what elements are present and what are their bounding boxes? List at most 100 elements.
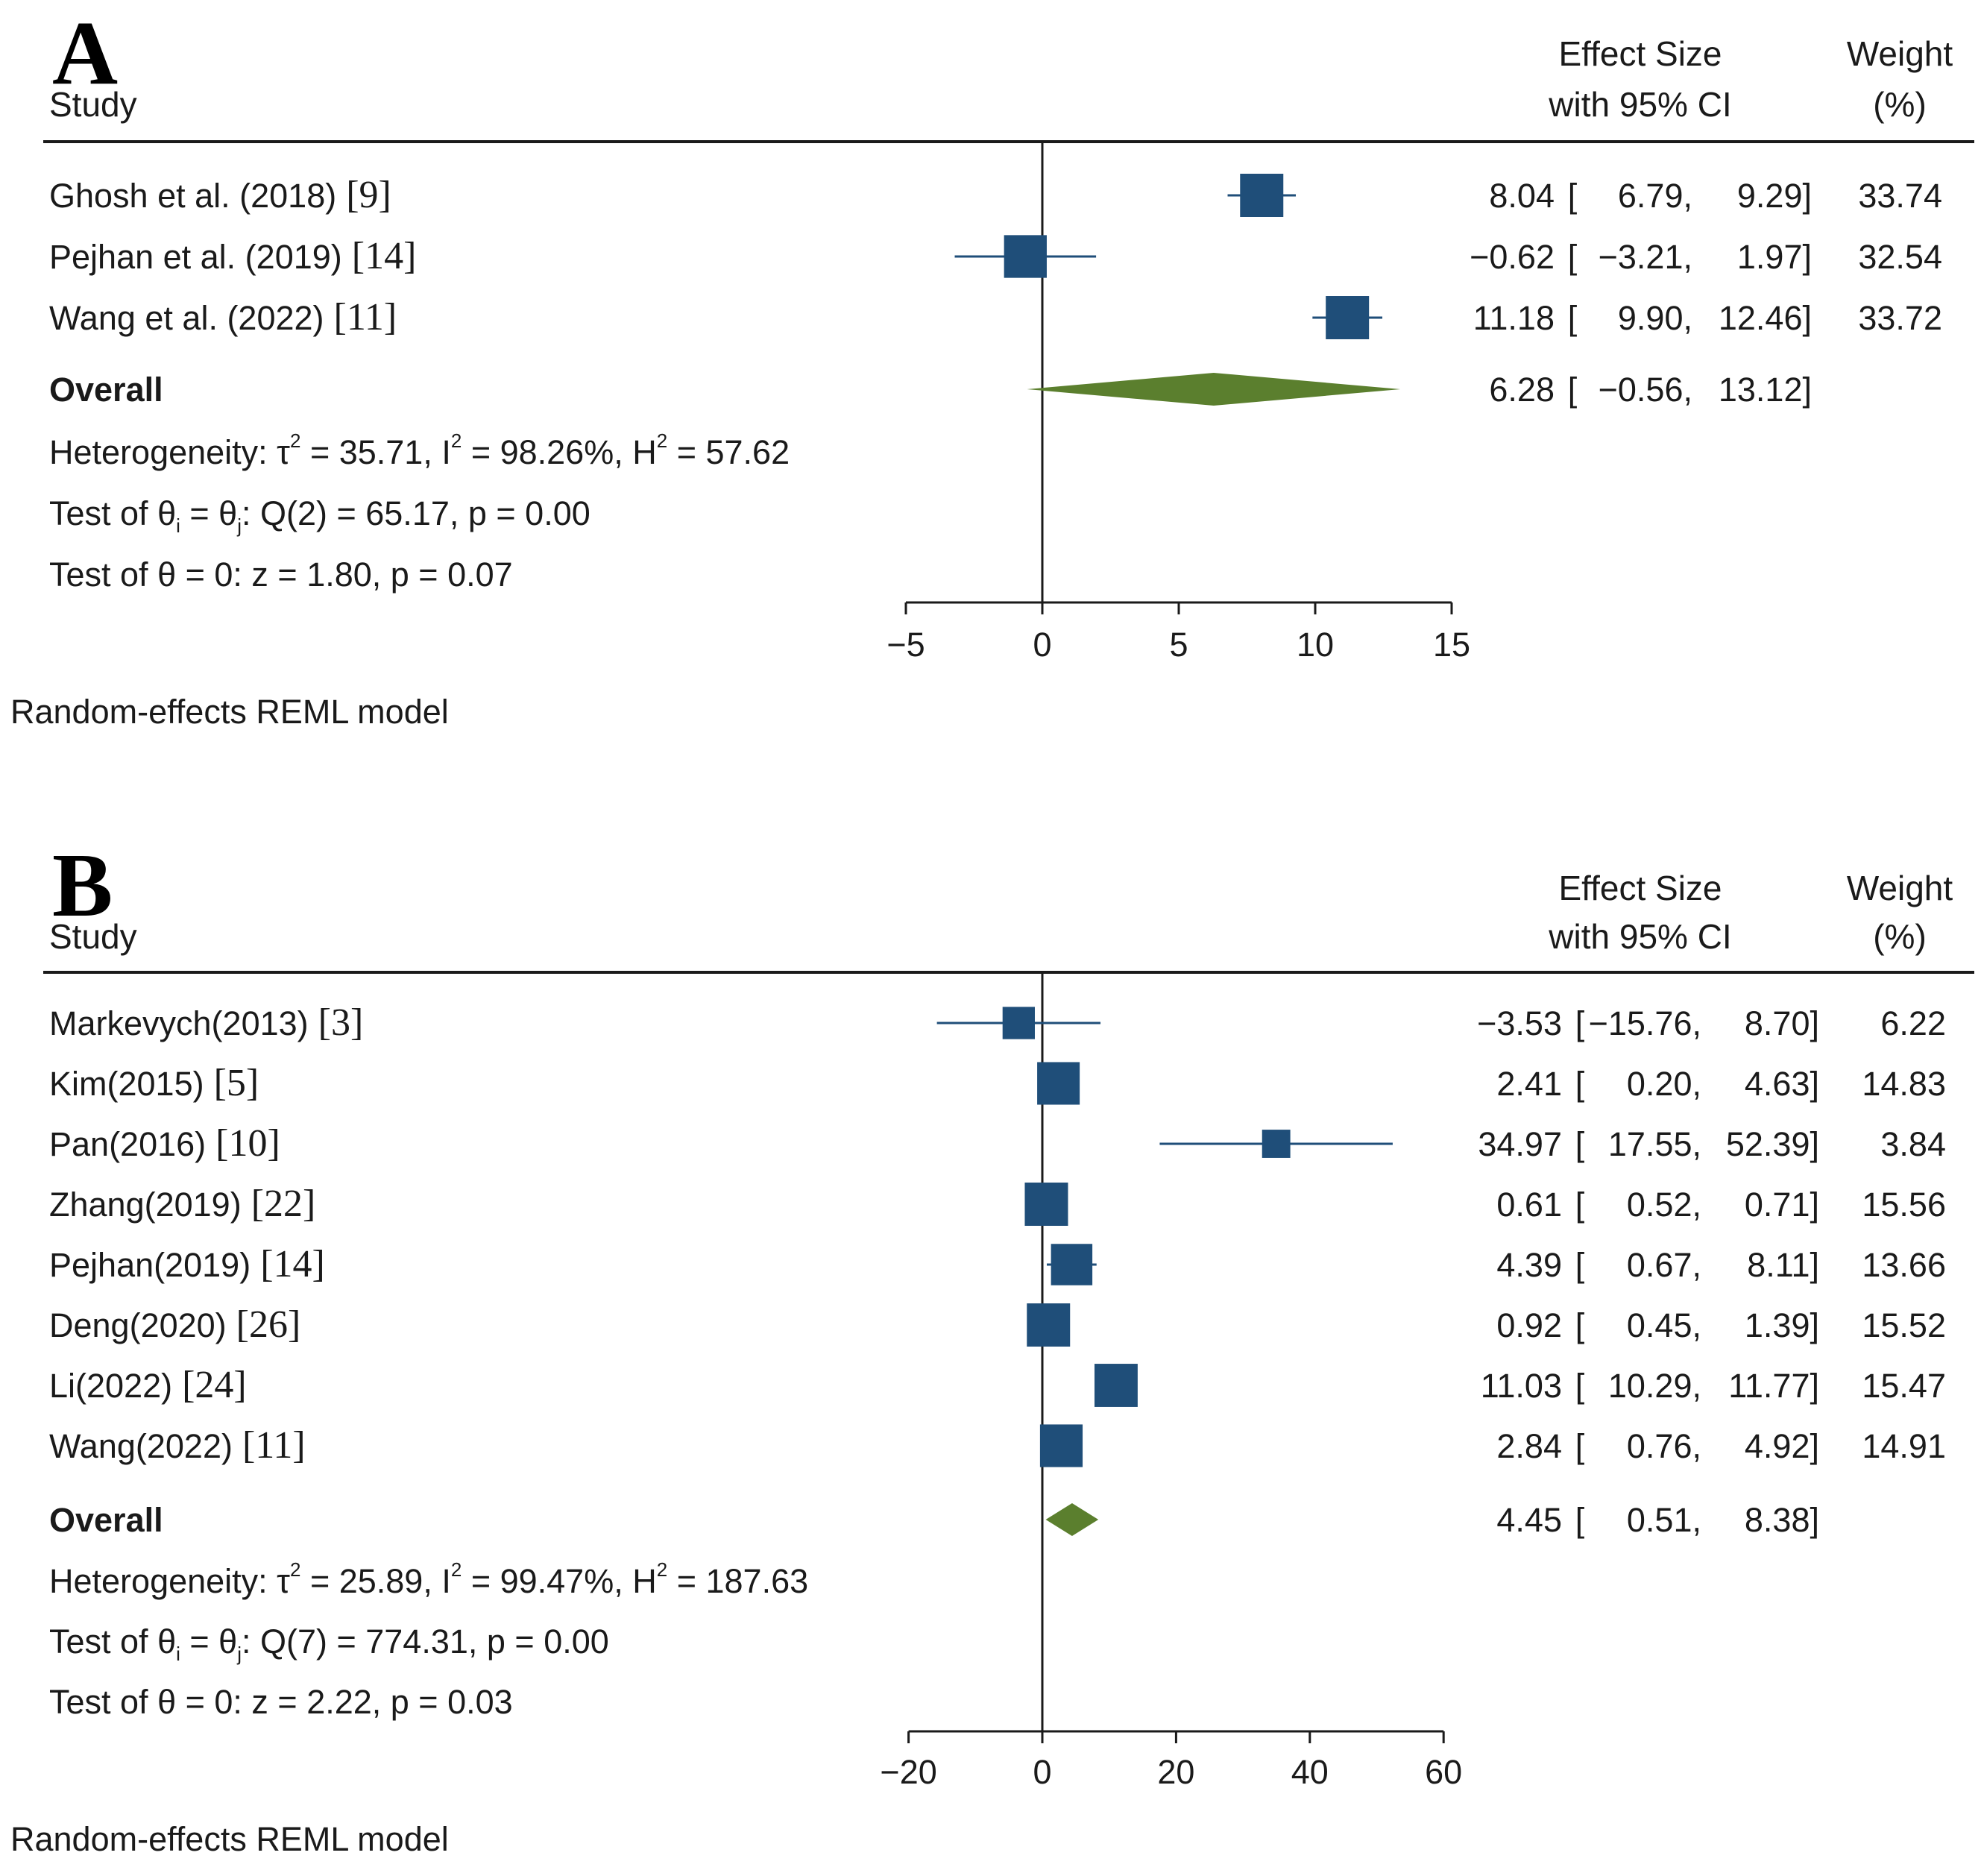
study-row: Pejhan(2019) [14] 4.39 [0.67, 8.11] 13.66 — [49, 1243, 1946, 1285]
overall-label: Overall — [49, 371, 163, 409]
effect-size-value: 0.61 — [1496, 1186, 1562, 1224]
ci-open-bracket: [ — [1575, 1125, 1585, 1163]
weight-value: 15.47 — [1862, 1367, 1946, 1405]
weight-value: 33.74 — [1858, 177, 1942, 215]
header-ci: with 95% CI — [1548, 85, 1731, 124]
effect-size-value: −0.62 — [1470, 238, 1555, 276]
ci-lower-value: −15.76, — [1589, 1004, 1701, 1042]
overall-effect-test: Test of θ = 0: z = 2.22, p = 0.03 — [49, 1683, 513, 1721]
effect-size-value: 11.03 — [1481, 1367, 1562, 1405]
ci-upper-value: 4.63] — [1745, 1065, 1819, 1103]
effect-size-value: 0.92 — [1496, 1306, 1562, 1344]
x-tick-label: 20 — [1157, 1753, 1194, 1791]
overall-diamond — [1027, 373, 1401, 406]
ci-upper-value: 1.97] — [1737, 238, 1812, 276]
weight-value: 15.56 — [1862, 1186, 1946, 1224]
weight-value: 14.91 — [1862, 1427, 1946, 1465]
ci-open-bracket: [ — [1575, 1246, 1585, 1284]
overall-row: Overall 4.45 [0.51, 8.38] — [49, 1501, 1819, 1539]
study-label: Deng(2020) [26] — [49, 1303, 300, 1346]
study-row: Pejhan et al. (2019) [14] −0.62 [−3.21, 1.9… — [49, 235, 1942, 278]
overall-ci-upper: 8.38] — [1745, 1501, 1819, 1539]
study-row: Wang et al. (2022) [11] 11.18 [9.90, 12.46]… — [49, 296, 1942, 339]
weight-value: 32.54 — [1858, 238, 1942, 276]
heterogeneity-stat: Heterogeneity: τ2 = 35.71, I2 = 98.26%, … — [49, 429, 790, 471]
ci-upper-value: 52.39] — [1726, 1125, 1819, 1163]
study-label: Wang et al. (2022) [11] — [49, 296, 397, 339]
header-study: Study — [49, 917, 137, 956]
effect-size-value: 2.84 — [1496, 1427, 1562, 1465]
effect-marker — [1240, 174, 1284, 217]
ci-lower-value: 0.52, — [1627, 1186, 1701, 1224]
header-weight-unit: (%) — [1873, 85, 1927, 124]
study-label: Pejhan et al. (2019) [14] — [49, 235, 416, 277]
effect-size-value: 2.41 — [1496, 1065, 1562, 1103]
overall-label: Overall — [49, 1501, 163, 1539]
effect-marker — [1002, 1007, 1035, 1039]
study-label: Ghosh et al. (2018) [9] — [49, 174, 391, 216]
x-tick-label: 5 — [1169, 626, 1188, 664]
x-tick-label: −5 — [886, 626, 925, 664]
ci-upper-value: 12.46] — [1719, 299, 1812, 337]
effect-marker — [1051, 1244, 1093, 1285]
ci-open-bracket: [ — [1568, 371, 1578, 409]
effect-size-value: 4.39 — [1496, 1246, 1562, 1284]
study-label: Kim(2015) [5] — [49, 1062, 259, 1104]
panel-letter: A — [52, 3, 118, 104]
ci-upper-value: 8.70] — [1745, 1004, 1819, 1042]
x-tick-label: 15 — [1433, 626, 1470, 664]
header-ci: with 95% CI — [1548, 917, 1731, 956]
weight-value: 14.83 — [1862, 1065, 1946, 1103]
effect-marker — [1037, 1062, 1080, 1105]
ci-upper-value: 8.11] — [1747, 1246, 1819, 1284]
effect-size-value: −3.53 — [1477, 1004, 1562, 1042]
effect-marker — [1027, 1303, 1071, 1347]
header-effect-size: Effect Size — [1558, 869, 1722, 907]
ci-open-bracket: [ — [1575, 1367, 1585, 1405]
overall-effect-test: Test of θ = 0: z = 1.80, p = 0.07 — [49, 555, 513, 594]
study-row: Wang(2022) [11] 2.84 [0.76, 4.92] 14.91 — [49, 1424, 1946, 1467]
x-tick-label: −20 — [880, 1753, 936, 1791]
study-label: Markevych(2013) [3] — [49, 1001, 363, 1044]
weight-value: 6.22 — [1880, 1004, 1946, 1042]
ci-lower-value: 10.29, — [1608, 1367, 1701, 1405]
ci-upper-value: 1.39] — [1745, 1306, 1819, 1344]
study-row: Markevych(2013) [3] −3.53 [−15.76, 8.70] 6.2… — [49, 1001, 1946, 1044]
ci-lower-value: 9.90, — [1618, 299, 1692, 337]
x-tick-label: 40 — [1291, 1753, 1329, 1791]
overall-ci-upper: 13.12] — [1719, 371, 1812, 409]
ci-lower-value: 0.67, — [1627, 1246, 1701, 1284]
x-tick-label: 60 — [1425, 1753, 1462, 1791]
ci-open-bracket: [ — [1575, 1427, 1585, 1465]
ci-lower-value: 17.55, — [1608, 1125, 1701, 1163]
study-row: Deng(2020) [26] 0.92 [0.45, 1.39] 15.52 — [49, 1303, 1946, 1347]
model-note: Random-effects REML model — [10, 1820, 449, 1858]
header-weight: Weight — [1847, 34, 1953, 73]
x-tick-label: 0 — [1033, 1753, 1051, 1791]
effect-size-value: 34.97 — [1478, 1125, 1562, 1163]
header-weight: Weight — [1847, 869, 1953, 907]
ci-lower-value: 0.45, — [1627, 1306, 1701, 1344]
header-effect-size: Effect Size — [1558, 34, 1722, 73]
weight-value: 3.84 — [1880, 1125, 1946, 1163]
ci-open-bracket: [ — [1568, 299, 1578, 337]
ci-upper-value: 11.77] — [1728, 1367, 1819, 1405]
x-tick-label: 0 — [1033, 626, 1051, 664]
weight-value: 15.52 — [1862, 1306, 1946, 1344]
header-weight-unit: (%) — [1873, 917, 1927, 956]
effect-marker — [1094, 1364, 1138, 1407]
model-note: Random-effects REML model — [10, 693, 449, 731]
study-row: Zhang(2019) [22] 0.61 [0.52, 0.71] 15.56 — [49, 1183, 1946, 1226]
ci-upper-value: 9.29] — [1737, 177, 1812, 215]
effect-marker — [1326, 296, 1370, 339]
header-study: Study — [49, 85, 137, 124]
ci-upper-value: 4.92] — [1745, 1427, 1819, 1465]
weight-value: 13.66 — [1862, 1246, 1946, 1284]
overall-ci-lower: −0.56, — [1599, 371, 1692, 409]
ci-lower-value: 6.79, — [1618, 177, 1692, 215]
study-label: Pejhan(2019) [14] — [49, 1243, 325, 1285]
ci-open-bracket: [ — [1575, 1306, 1585, 1344]
ci-lower-value: −3.21, — [1599, 238, 1692, 276]
